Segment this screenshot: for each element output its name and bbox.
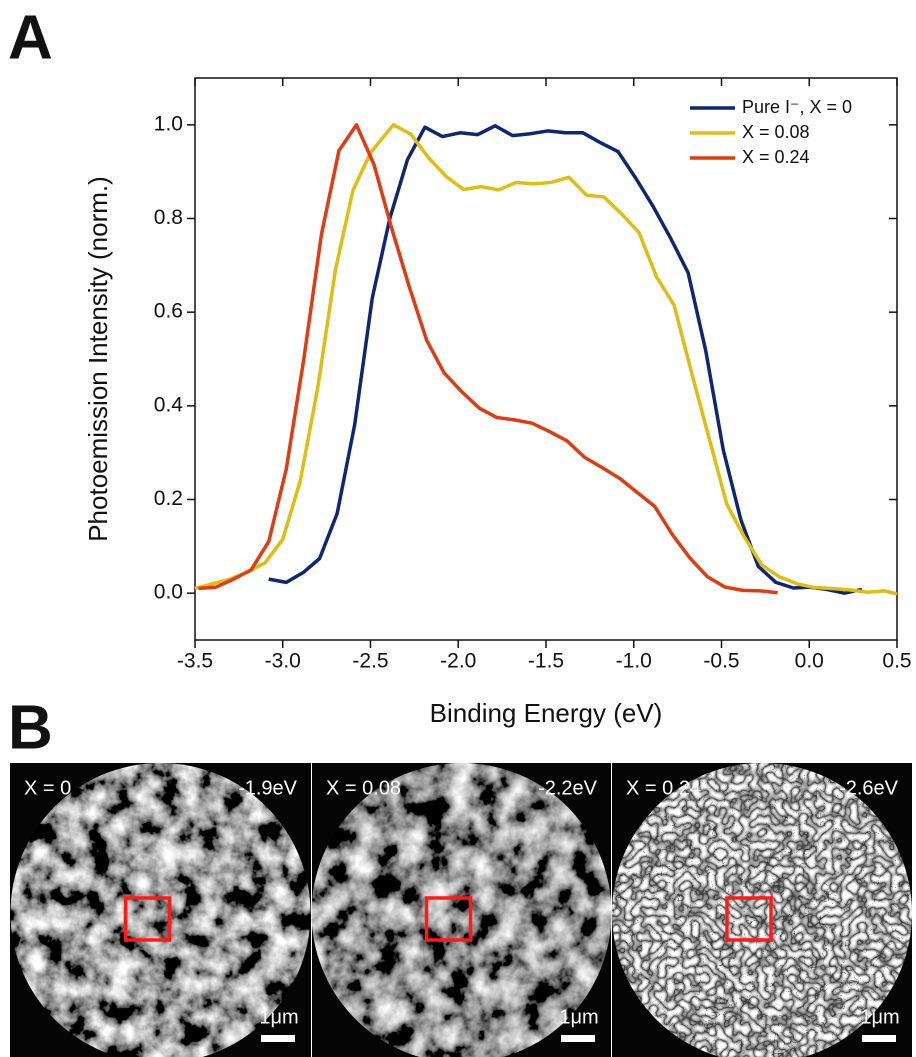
legend-label: X = 0.24 [742,147,810,167]
y-tick-label: 0.4 [154,393,184,416]
x-tick-label: -1.5 [528,650,564,673]
x-tick-label: -1.0 [616,650,652,673]
scale-label: 1μm [259,1006,298,1028]
scale-label: 1μm [860,1006,899,1028]
image-label: X = 0.08 [326,777,401,799]
data-line [198,123,778,595]
scale-bar [862,1035,896,1042]
data-line [194,123,898,596]
image-energy: -2.6eV [839,777,899,799]
image-energy: -2.2eV [538,777,598,799]
scale-bar [561,1035,595,1042]
y-tick-label: 0.2 [154,487,183,510]
scale-label: 1μm [559,1006,598,1028]
image-energy: -1.9eV [238,777,298,799]
data-line [268,124,863,595]
x-tick-label: -3.0 [265,650,301,673]
image-label: X = 0.24 [626,777,701,799]
image-label: X = 0 [24,777,71,799]
x-tick-label: 0.5 [882,650,911,673]
y-axis-label: Photoemission Intensity (norm.) [83,176,113,542]
image-field [612,763,912,1057]
scale-bar [261,1035,295,1042]
x-axis-label: Binding Energy (eV) [430,698,663,728]
y-tick-label: 0.0 [154,581,183,604]
image-field [10,763,311,1057]
x-tick-label: -0.5 [703,650,739,673]
x-tick-label: -2.5 [352,650,388,673]
x-tick-label: 0.0 [795,650,824,673]
image-field [311,763,612,1057]
legend-label: Pure I⁻, X = 0 [742,97,852,117]
roi-box [424,896,473,942]
roi-box [725,896,773,942]
y-tick-label: 0.8 [154,206,183,229]
panel-label: B [8,693,53,762]
roi-box [123,896,172,942]
y-tick-label: 0.6 [154,300,183,323]
legend-label: X = 0.08 [742,122,810,142]
x-tick-label: -3.5 [177,650,213,673]
panel-label: A [8,3,53,72]
x-tick-label: -2.0 [440,650,476,673]
y-tick-label: 1.0 [154,112,183,135]
